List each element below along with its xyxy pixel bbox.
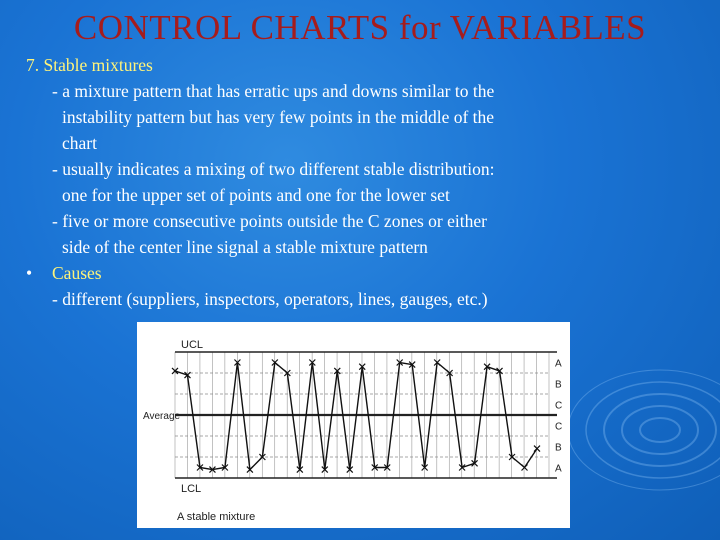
- data-point-x: [358, 363, 366, 371]
- body-line-6: - five or more consecutive points outsid…: [52, 211, 487, 231]
- data-point-x: [346, 466, 354, 474]
- data-point-x: [508, 453, 516, 461]
- ripple-decoration: [567, 369, 720, 491]
- data-point-x: [233, 359, 241, 366]
- body-line-2: instability pattern but has very few poi…: [62, 107, 495, 127]
- data-point-x: [271, 359, 279, 366]
- chart-limit-lines: [175, 351, 557, 479]
- chart-caption: A stable mixture: [177, 511, 255, 523]
- ucl-label: UCL: [181, 339, 203, 351]
- data-point-x: [221, 464, 229, 471]
- data-point-x: [246, 466, 254, 474]
- data-point-x: [408, 361, 416, 369]
- data-point-x: [533, 445, 541, 453]
- data-point-x: [196, 464, 204, 471]
- data-point-x: [171, 367, 179, 375]
- body-line-4: - usually indicates a mixing of two diff…: [52, 159, 495, 179]
- data-point-x: [496, 367, 503, 375]
- data-point-x: [184, 371, 191, 379]
- zone-label: C: [555, 422, 562, 433]
- slide-body: 7. Stable mixtures - a mixture pattern t…: [26, 52, 626, 312]
- causes-label: Causes: [52, 263, 102, 283]
- data-point-x: [458, 464, 466, 471]
- zone-label: A: [555, 359, 562, 370]
- data-point-x: [446, 369, 454, 377]
- data-point-x: [371, 464, 379, 471]
- body-line-5: one for the upper set of points and one …: [62, 185, 450, 205]
- control-chart-panel: UCL Average LCL A B C C B A A stable mixture: [137, 322, 570, 528]
- data-point-x: [321, 466, 329, 474]
- causes-item: • Causes: [26, 260, 626, 286]
- data-point-x: [383, 464, 391, 471]
- chart-series: [171, 359, 541, 474]
- data-point-x: [258, 453, 266, 461]
- lcl-label: LCL: [181, 483, 201, 495]
- data-point-x: [333, 367, 341, 375]
- data-point-x: [521, 464, 528, 471]
- data-point-x: [433, 359, 441, 366]
- data-point-x: [283, 369, 291, 377]
- zone-label: A: [555, 464, 562, 475]
- center-label: Average: [143, 411, 181, 422]
- data-point-x: [296, 466, 304, 474]
- body-line-3: chart: [62, 133, 97, 153]
- data-point-x: [396, 359, 404, 366]
- causes-detail: - different (suppliers, inspectors, oper…: [52, 289, 488, 309]
- bullet-icon: •: [26, 263, 33, 283]
- data-point-x: [209, 466, 216, 474]
- zone-label: C: [555, 401, 562, 412]
- data-point-x: [308, 359, 316, 366]
- slide-title: CONTROL CHARTS for VARIABLES: [73, 8, 647, 47]
- series-line: [174, 361, 538, 472]
- zone-label: B: [555, 380, 562, 391]
- body-line-7: side of the center line signal a stable …: [62, 237, 428, 257]
- data-point-x: [421, 464, 429, 471]
- body-line-1: - a mixture pattern that has erratic ups…: [52, 81, 495, 101]
- data-point-x: [483, 363, 491, 371]
- section-heading: 7. Stable mixtures: [26, 55, 153, 75]
- zone-label: B: [555, 443, 562, 454]
- data-point-x: [471, 459, 479, 467]
